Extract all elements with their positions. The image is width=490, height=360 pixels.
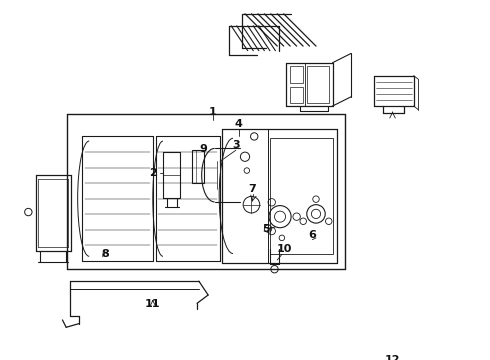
Bar — [290, 66, 303, 83]
Text: 10: 10 — [277, 244, 293, 254]
Text: 6: 6 — [308, 230, 316, 240]
Bar — [193, 150, 203, 183]
Text: 11: 11 — [145, 299, 161, 309]
Bar — [270, 138, 333, 253]
Text: 2: 2 — [149, 168, 157, 178]
Text: 3: 3 — [232, 140, 240, 150]
Bar — [307, 66, 329, 103]
Text: 4: 4 — [235, 120, 243, 130]
Bar — [290, 87, 303, 103]
Text: 7: 7 — [248, 184, 256, 194]
Text: 5: 5 — [262, 224, 270, 234]
Text: 1: 1 — [209, 107, 217, 117]
Text: 9: 9 — [199, 144, 207, 154]
Text: 8: 8 — [101, 249, 109, 260]
Text: 12: 12 — [385, 355, 400, 360]
